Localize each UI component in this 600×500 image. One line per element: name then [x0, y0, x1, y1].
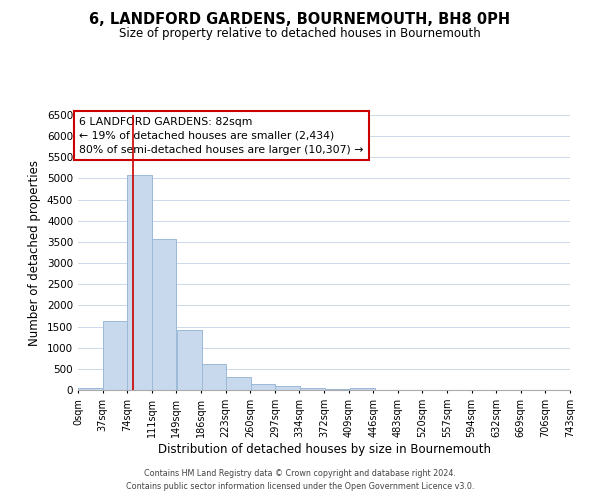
Bar — [226, 378, 251, 390]
Text: Contains public sector information licensed under the Open Government Licence v3: Contains public sector information licen… — [126, 482, 474, 491]
Bar — [251, 384, 275, 390]
Bar — [152, 238, 176, 390]
Bar — [103, 321, 127, 390]
Text: 6 LANDFORD GARDENS: 82sqm
← 19% of detached houses are smaller (2,434)
80% of se: 6 LANDFORD GARDENS: 82sqm ← 19% of detac… — [79, 116, 364, 154]
X-axis label: Distribution of detached houses by size in Bournemouth: Distribution of detached houses by size … — [157, 442, 491, 456]
Text: Contains HM Land Registry data © Crown copyright and database right 2024.: Contains HM Land Registry data © Crown c… — [144, 468, 456, 477]
Bar — [300, 388, 325, 390]
Bar — [275, 386, 300, 390]
Text: 6, LANDFORD GARDENS, BOURNEMOUTH, BH8 0PH: 6, LANDFORD GARDENS, BOURNEMOUTH, BH8 0P… — [89, 12, 511, 28]
Bar — [350, 388, 374, 390]
Text: Size of property relative to detached houses in Bournemouth: Size of property relative to detached ho… — [119, 28, 481, 40]
Bar — [202, 364, 226, 390]
Bar — [78, 388, 103, 390]
Y-axis label: Number of detached properties: Number of detached properties — [28, 160, 41, 346]
Bar — [127, 175, 152, 390]
Bar — [177, 330, 202, 390]
Bar — [325, 388, 350, 390]
